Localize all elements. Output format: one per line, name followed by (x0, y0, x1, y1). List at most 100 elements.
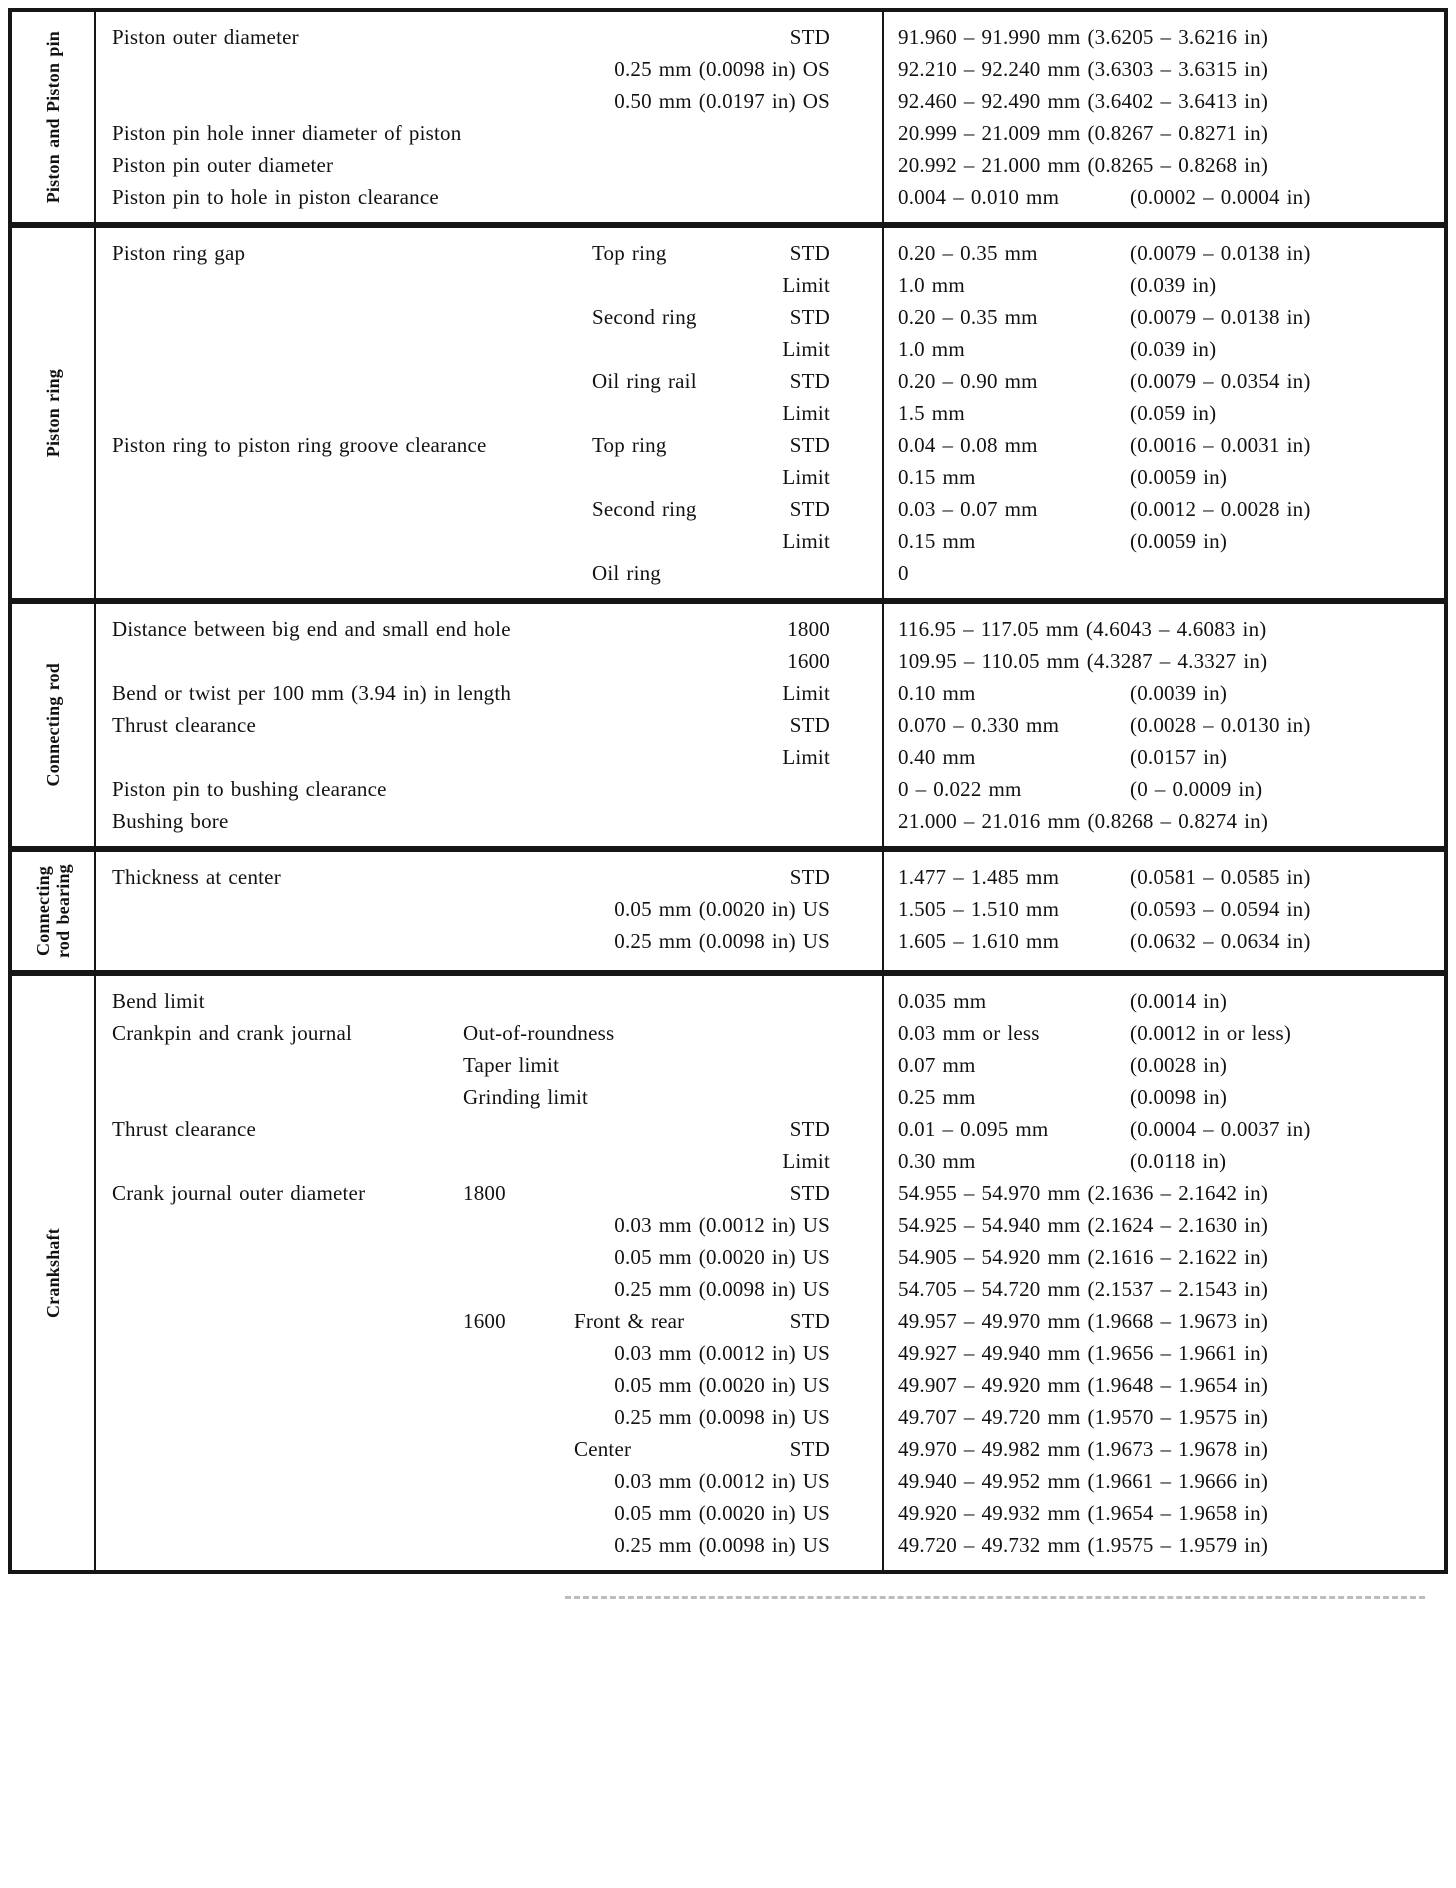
value-imperial: (0.0016 – 0.0031 in) (1130, 433, 1311, 457)
spec-row-left: 0.05 mm (0.0020 in) US (112, 1369, 882, 1401)
spec-row-left: Piston ring gap Top ring STD (112, 237, 882, 269)
spec-row-values: 0.20 – 0.35 mm (0.0079 – 0.0138 in) (898, 237, 1444, 269)
row-qualifier: 0.05 mm (0.0020 in) US (614, 1373, 830, 1397)
row-subitem: Out-of-roundness (463, 1021, 615, 1045)
value-metric: 21.000 – 21.016 mm (0.8268 – 0.8274 in) (898, 809, 1269, 833)
spec-row-values: 0.20 – 0.35 mm (0.0079 – 0.0138 in) (898, 301, 1444, 333)
spec-row-values: 49.720 – 49.732 mm (1.9575 – 1.9579 in) (898, 1529, 1444, 1561)
value-metric: 1.505 – 1.510 mm (898, 897, 1060, 921)
spec-row-left: Limit (112, 461, 882, 493)
spec-row-values: 1.0 mm (0.039 in) (898, 269, 1444, 301)
spec-row-values: 1.505 – 1.510 mm (0.0593 – 0.0594 in) (898, 893, 1444, 925)
value-metric: 0.15 mm (898, 529, 976, 553)
row-qualifier: Limit (782, 681, 830, 705)
value-metric: 0.30 mm (898, 1149, 976, 1173)
row-qualifier: Limit (782, 1149, 830, 1173)
value-metric: 0.01 – 0.095 mm (898, 1117, 1049, 1141)
spec-row-values: 54.925 – 54.940 mm (2.1624 – 2.1630 in) (898, 1209, 1444, 1241)
row-qualifier: STD (789, 1181, 830, 1205)
spec-row-values: 0.070 – 0.330 mm (0.0028 – 0.0130 in) (898, 709, 1444, 741)
spec-row-left: Crankpin and crank journal Out-of-roundne… (112, 1017, 882, 1049)
section-divider (12, 222, 1444, 228)
row-qualifier: 0.25 mm (0.0098 in) OS (614, 57, 830, 81)
value-metric: 49.957 – 49.970 mm (1.9668 – 1.9673 in) (898, 1309, 1269, 1333)
section-description-column: Thickness at center STD 0.05 mm (0.0020 in… (96, 852, 882, 970)
spec-row-left: 0.05 mm (0.0020 in) US (112, 1497, 882, 1529)
spec-row-left: 0.25 mm (0.0098 in) US (112, 925, 882, 957)
value-imperial: (0.039 in) (1130, 337, 1217, 361)
value-imperial: (0.0012 in or less) (1130, 1021, 1292, 1045)
value-imperial: (0.0002 – 0.0004 in) (1130, 185, 1311, 209)
section-description-column: Bend limit Crankpin and crank journal Out-… (96, 976, 882, 1570)
value-imperial: (0.0028 – 0.0130 in) (1130, 713, 1311, 737)
section-description-column: Distance between big end and small end h… (96, 604, 882, 846)
spec-row-left: Piston pin outer diameter (112, 149, 882, 181)
spec-row-values: 54.905 – 54.920 mm (2.1616 – 2.1622 in) (898, 1241, 1444, 1273)
spec-row-values: 49.970 – 49.982 mm (1.9673 – 1.9678 in) (898, 1433, 1444, 1465)
value-metric: 109.95 – 110.05 mm (4.3287 – 4.3327 in) (898, 649, 1268, 673)
row-qualifier: STD (789, 305, 830, 329)
value-metric: 0.004 – 0.010 mm (898, 185, 1060, 209)
row-subitem: Top ring (592, 241, 667, 265)
spec-row-values: 0.035 mm (0.0014 in) (898, 985, 1444, 1017)
row-qualifier: 0.25 mm (0.0098 in) US (614, 1533, 830, 1557)
value-metric: 1.5 mm (898, 401, 965, 425)
row-subitem: Taper limit (463, 1053, 560, 1077)
value-metric: 0.03 – 0.07 mm (898, 497, 1038, 521)
spec-row-values: 1.0 mm (0.039 in) (898, 333, 1444, 365)
value-metric: 54.905 – 54.920 mm (2.1616 – 2.1622 in) (898, 1245, 1269, 1269)
spec-row-left: Piston pin to hole in piston clearance (112, 181, 882, 213)
value-metric: 49.970 – 49.982 mm (1.9673 – 1.9678 in) (898, 1437, 1269, 1461)
spec-row-left: 0.25 mm (0.0098 in) OS (112, 53, 882, 85)
value-imperial: (0.0632 – 0.0634 in) (1130, 929, 1311, 953)
row-qualifier: 0.25 mm (0.0098 in) US (614, 1405, 830, 1429)
row-qualifier: STD (789, 1309, 830, 1333)
spec-row-values: 0.01 – 0.095 mm (0.0004 – 0.0037 in) (898, 1113, 1444, 1145)
spec-section-1: Piston and Piston pin Piston outer diamet… (12, 12, 1444, 222)
row-subitem: Top ring (592, 433, 667, 457)
section-divider (12, 970, 1444, 976)
value-metric: 92.210 – 92.240 mm (3.6303 – 3.6315 in) (898, 57, 1269, 81)
section-label: Crankshaft (42, 1227, 63, 1318)
spec-row-values: 0.15 mm (0.0059 in) (898, 461, 1444, 493)
spec-row-left: Oil ring rail STD (112, 365, 882, 397)
spec-row-left: 0.05 mm (0.0020 in) US (112, 893, 882, 925)
spec-row-left: 0.05 mm (0.0020 in) US (112, 1241, 882, 1273)
section-label-column: Connecting rod bearing (12, 852, 96, 970)
row-qualifier: 0.03 mm (0.0012 in) US (614, 1341, 830, 1365)
spec-row-values: 49.927 – 49.940 mm (1.9656 – 1.9661 in) (898, 1337, 1444, 1369)
value-metric: 49.927 – 49.940 mm (1.9656 – 1.9661 in) (898, 1341, 1269, 1365)
spec-row-left: 0.03 mm (0.0012 in) US (112, 1337, 882, 1369)
spec-row-values: 54.705 – 54.720 mm (2.1537 – 2.1543 in) (898, 1273, 1444, 1305)
section-divider (12, 846, 1444, 852)
row-qualifier: 1800 (787, 617, 830, 641)
spec-row-left: Bend limit (112, 985, 882, 1017)
section-divider (12, 598, 1444, 604)
value-metric: 1.477 – 1.485 mm (898, 865, 1060, 889)
spec-row-values: 0.03 mm or less (0.0012 in or less) (898, 1017, 1444, 1049)
value-imperial: (0.0004 – 0.0037 in) (1130, 1117, 1311, 1141)
spec-row-left: Limit (112, 333, 882, 365)
spec-row-values: 49.707 – 49.720 mm (1.9570 – 1.9575 in) (898, 1401, 1444, 1433)
value-metric: 54.955 – 54.970 mm (2.1636 – 2.1642 in) (898, 1181, 1269, 1205)
section-values-column: 1.477 – 1.485 mm (0.0581 – 0.0585 in) 1.50… (882, 852, 1444, 970)
section-values-column: 0.20 – 0.35 mm (0.0079 – 0.0138 in) 1.0 mm… (882, 228, 1444, 598)
spec-row-left: Taper limit (112, 1049, 882, 1081)
row-description: Piston pin outer diameter (112, 153, 334, 177)
row-qualifier: 0.50 mm (0.0197 in) OS (614, 89, 830, 113)
spec-row-left: Second ring STD (112, 493, 882, 525)
spec-row-values: 49.920 – 49.932 mm (1.9654 – 1.9658 in) (898, 1497, 1444, 1529)
row-qualifier: 0.03 mm (0.0012 in) US (614, 1213, 830, 1237)
value-metric: 0.070 – 0.330 mm (898, 713, 1060, 737)
value-metric: 49.940 – 49.952 mm (1.9661 – 1.9666 in) (898, 1469, 1269, 1493)
row-subitem: 1600 (463, 1309, 506, 1333)
spec-row-left: 0.50 mm (0.0197 in) OS (112, 85, 882, 117)
spec-row-values: 0.03 – 0.07 mm (0.0012 – 0.0028 in) (898, 493, 1444, 525)
spec-row-left: Crank journal outer diameter 1800 STD (112, 1177, 882, 1209)
section-values-column: 91.960 – 91.990 mm (3.6205 – 3.6216 in) 9… (882, 12, 1444, 222)
row-qualifier: STD (789, 1117, 830, 1141)
row-description: Piston ring to piston ring groove cleara… (112, 433, 487, 457)
spec-section-3: Connecting rod Distance between big end a… (12, 604, 1444, 846)
spec-row-values: 49.907 – 49.920 mm (1.9648 – 1.9654 in) (898, 1369, 1444, 1401)
